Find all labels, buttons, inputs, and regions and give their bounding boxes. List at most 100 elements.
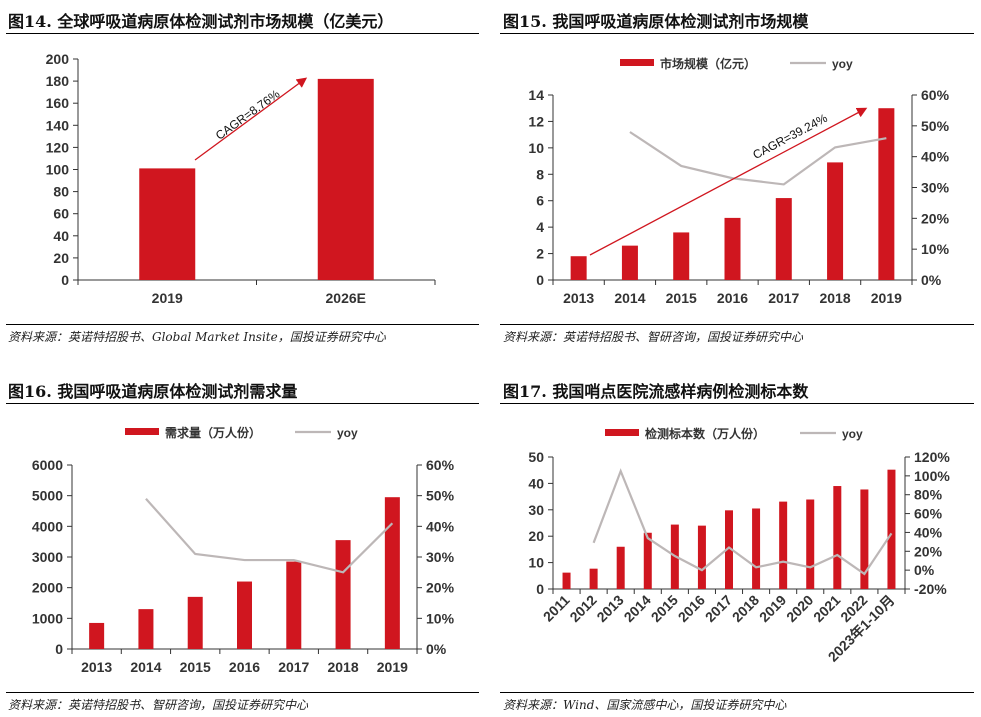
y-tick-label: 8	[536, 166, 544, 182]
y2-tick-label: 30%	[921, 180, 950, 196]
y2-tick-label: 60%	[426, 457, 455, 473]
yoy-line	[592, 468, 893, 576]
bar	[806, 499, 815, 589]
figure-16-title: 图16. 我国呼吸道病原体检测试剂需求量	[8, 382, 298, 401]
x-tick-label: 2017	[768, 290, 799, 306]
x-tick-label: 2017	[278, 659, 309, 675]
x-tick-label: 2020	[783, 592, 816, 625]
source-divider	[500, 324, 974, 325]
cagr-label: CAGR=39.24%	[750, 111, 830, 162]
x-tick-label: 2015	[666, 290, 697, 306]
y-tick-label: 50	[528, 449, 544, 465]
y-tick-label: 20	[528, 528, 544, 544]
x-tick-label: 2021	[810, 592, 843, 625]
x-tick-label: 2018	[327, 659, 358, 675]
y2-tick-label: -20%	[914, 581, 947, 597]
legend-line-label: yoy	[337, 426, 358, 440]
bar	[562, 572, 571, 589]
y-tick-label: 5000	[32, 488, 63, 504]
y2-tick-label: 20%	[914, 543, 943, 559]
cagr-label: CAGR=8.76%	[213, 87, 283, 143]
legend-bar-swatch	[125, 428, 159, 435]
bar	[643, 532, 652, 589]
y-tick-label: 30	[528, 502, 544, 518]
y-tick-label: 0	[536, 272, 544, 288]
x-tick-label: 2019	[756, 592, 789, 625]
y-tick-label: 1000	[32, 610, 63, 626]
y2-tick-label: 50%	[426, 488, 455, 504]
y-tick-label: 10	[528, 140, 544, 156]
y2-tick-label: 10%	[426, 610, 455, 626]
x-tick-label: 2014	[614, 290, 645, 306]
bar	[725, 510, 733, 589]
y-tick-label: 6	[536, 193, 544, 209]
legend-line-label: yoy	[842, 427, 863, 441]
x-tick-label: 2019	[871, 290, 902, 306]
bar	[317, 78, 374, 280]
x-tick-label: 2019	[377, 659, 408, 675]
bar	[752, 508, 761, 589]
bar	[138, 609, 154, 649]
x-tick-label: 2012	[566, 592, 599, 625]
cagr-arrow	[589, 107, 868, 256]
yoy-line	[145, 498, 394, 574]
y2-tick-label: 100%	[914, 468, 950, 484]
legend-bar-label: 需求量（万人份）	[165, 425, 261, 440]
bar	[860, 489, 869, 589]
title-divider	[500, 403, 974, 404]
bar	[833, 486, 842, 589]
bar	[616, 546, 625, 589]
bar	[673, 232, 690, 280]
bar	[384, 497, 400, 649]
bar	[878, 108, 895, 280]
bar	[827, 162, 844, 280]
y-tick-label: 0	[536, 581, 544, 597]
y-tick-label: 140	[46, 117, 70, 133]
y2-tick-label: 50%	[921, 118, 950, 134]
x-tick-label: 2013	[81, 659, 112, 675]
figure-16-source: 资料来源：英诺特招股书、智研咨询，国投证券研究中心	[8, 698, 309, 712]
x-tick-label: 2018	[729, 592, 762, 625]
x-tick-label: 2013	[593, 592, 626, 625]
cagr-arrow	[194, 77, 308, 161]
y-tick-label: 12	[528, 113, 544, 129]
y2-tick-label: 0%	[426, 641, 447, 657]
x-tick-label: 2016	[675, 592, 708, 625]
y-tick-label: 6000	[32, 457, 63, 473]
source-divider	[500, 692, 974, 693]
bar	[286, 561, 302, 649]
legend-bar-label: 检测标本数（万人份）	[645, 426, 765, 441]
y-tick-label: 120	[46, 139, 70, 155]
y-tick-label: 4	[536, 219, 544, 235]
figure-15-source: 资料来源：英诺特招股书、智研咨询，国投证券研究中心	[503, 330, 804, 344]
y2-tick-label: 120%	[914, 449, 950, 465]
y-tick-label: 4000	[32, 518, 63, 534]
x-tick-label: 2015	[180, 659, 211, 675]
y2-tick-label: 30%	[426, 549, 455, 565]
x-tick-label: 2011	[540, 592, 573, 625]
y2-tick-label: 0%	[914, 562, 935, 578]
x-tick-label: 2018	[819, 290, 850, 306]
bar	[187, 596, 203, 649]
y2-tick-label: 20%	[426, 580, 455, 596]
x-tick-label: 2015	[648, 592, 681, 625]
y2-tick-label: 40%	[921, 149, 950, 165]
x-tick-label: 2013	[563, 290, 594, 306]
bar	[775, 198, 792, 280]
y-tick-label: 3000	[32, 549, 63, 565]
y-tick-label: 40	[528, 475, 544, 491]
bar	[139, 168, 196, 280]
bar	[887, 469, 896, 589]
y-tick-label: 200	[46, 51, 70, 67]
yoy-line	[629, 131, 887, 186]
legend-bar-label: 市场规模（亿元）	[660, 56, 756, 71]
figure-14-title: 图14. 全球呼吸道病原体检测试剂市场规模（亿美元）	[8, 12, 394, 31]
bar	[570, 256, 587, 280]
x-tick-label: 2026E	[326, 290, 366, 306]
y-tick-label: 20	[53, 250, 69, 266]
y-tick-label: 14	[528, 87, 544, 103]
y-tick-label: 2	[536, 246, 544, 262]
y2-tick-label: 10%	[921, 241, 950, 257]
